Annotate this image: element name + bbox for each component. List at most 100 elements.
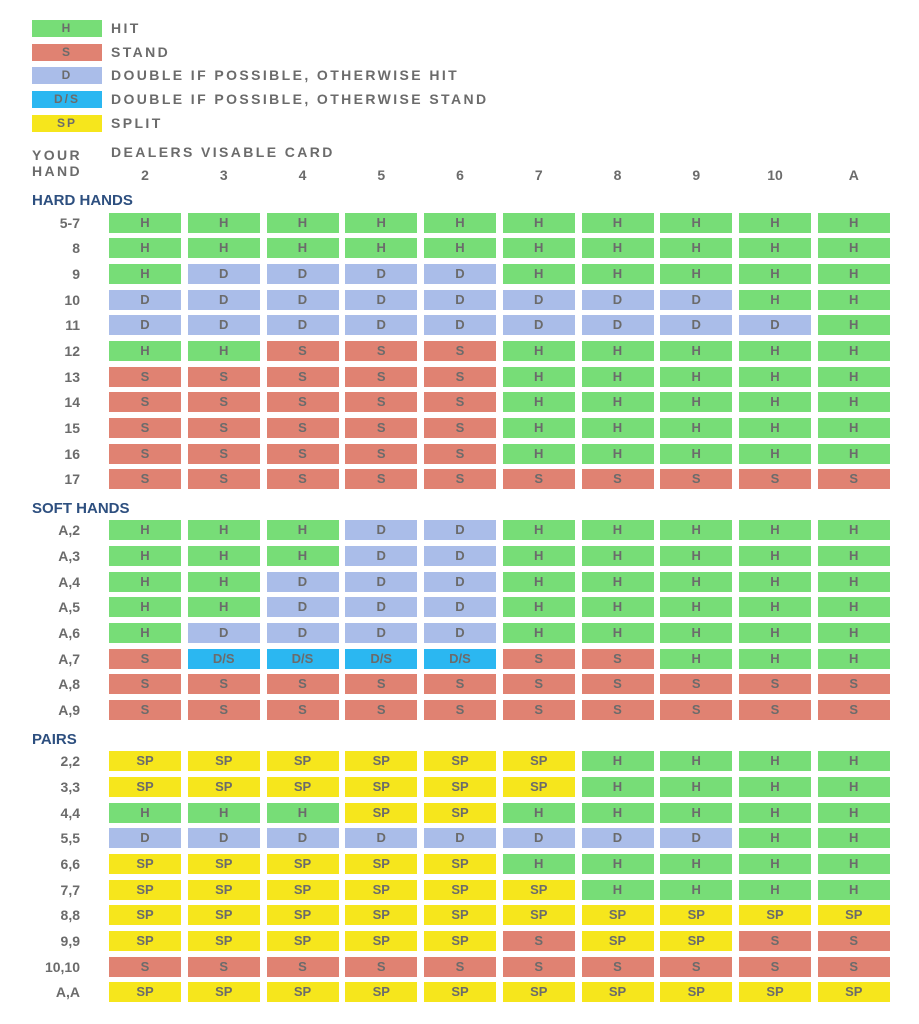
- cell-sp: SP: [581, 982, 654, 1003]
- cell-h: H: [266, 238, 339, 259]
- cell-h: H: [660, 340, 733, 361]
- cell-h: H: [739, 417, 811, 438]
- cell-h: H: [266, 802, 339, 823]
- cell-s: S: [109, 417, 181, 438]
- cell-d: D: [345, 546, 418, 567]
- cell-s: S: [660, 674, 733, 695]
- cell-sp: SP: [187, 982, 260, 1003]
- cell-h: H: [187, 597, 260, 618]
- cell-sp: SP: [817, 905, 890, 926]
- cell-d: D: [424, 623, 496, 644]
- cell-h: H: [502, 623, 575, 644]
- cell-sp: SP: [345, 853, 418, 874]
- cell-h: H: [502, 443, 575, 464]
- cell-h: H: [109, 571, 181, 592]
- cell-d: D: [424, 520, 496, 541]
- cell-sp: SP: [109, 930, 181, 951]
- cell-sp: SP: [266, 751, 339, 772]
- cell-h: H: [739, 776, 811, 797]
- cell-s: S: [424, 443, 496, 464]
- cell-h: H: [502, 392, 575, 413]
- cell-sp: SP: [266, 879, 339, 900]
- row-label: 8,8: [60, 907, 80, 924]
- cell-h: H: [660, 571, 733, 592]
- cell-d: D: [266, 263, 339, 284]
- cell-h: H: [817, 263, 890, 284]
- row-label: 2,2: [60, 753, 80, 770]
- cell-h: H: [817, 776, 890, 797]
- legend-label-s: STAND: [111, 43, 171, 60]
- cell-s: S: [739, 930, 811, 951]
- cell-s: S: [187, 366, 260, 387]
- cell-h: H: [660, 238, 733, 259]
- cell-s: S: [581, 674, 654, 695]
- cell-h: H: [660, 520, 733, 541]
- cell-s: S: [502, 930, 575, 951]
- cell-d: D: [581, 828, 654, 849]
- cell-s: S: [345, 392, 418, 413]
- cell-h: H: [817, 417, 890, 438]
- cell-d: D: [266, 623, 339, 644]
- cell-d: D: [266, 571, 339, 592]
- cell-sp: SP: [187, 930, 260, 951]
- legend-label-sp: SPLIT: [111, 114, 163, 131]
- column-header-8: 8: [613, 167, 622, 183]
- cell-h: H: [581, 623, 654, 644]
- row-label: 14: [64, 394, 80, 411]
- cell-h: H: [660, 263, 733, 284]
- cell-h: H: [581, 751, 654, 772]
- cell-h: H: [581, 853, 654, 874]
- cell-d: D: [345, 597, 418, 618]
- cell-h: H: [502, 597, 575, 618]
- cell-h: H: [502, 802, 575, 823]
- cell-sp: SP: [660, 930, 733, 951]
- cell-h: H: [660, 802, 733, 823]
- cell-sp: SP: [660, 982, 733, 1003]
- cell-h: H: [817, 546, 890, 567]
- cell-d: D: [187, 315, 260, 336]
- cell-s: S: [266, 956, 339, 977]
- column-header-3: 3: [219, 167, 228, 183]
- cell-d: D: [424, 315, 496, 336]
- cell-h: H: [817, 392, 890, 413]
- cell-d: D: [424, 263, 496, 284]
- cell-h: H: [424, 238, 496, 259]
- cell-d: D: [581, 289, 654, 310]
- cell-s: S: [345, 340, 418, 361]
- cell-h: H: [739, 751, 811, 772]
- cell-d: D: [187, 623, 260, 644]
- cell-d: D: [109, 828, 181, 849]
- cell-h: H: [660, 751, 733, 772]
- cell-h: H: [739, 443, 811, 464]
- cell-s: S: [187, 674, 260, 695]
- cell-s: S: [266, 417, 339, 438]
- cell-h: H: [581, 776, 654, 797]
- cell-h: H: [739, 853, 811, 874]
- cell-s: S: [424, 340, 496, 361]
- cell-h: H: [817, 751, 890, 772]
- cell-h: H: [817, 648, 890, 669]
- cell-d: D: [345, 571, 418, 592]
- cell-sp: SP: [266, 982, 339, 1003]
- cell-sp: SP: [502, 879, 575, 900]
- legend-swatch-s: S: [32, 43, 102, 61]
- cell-s: S: [424, 674, 496, 695]
- cell-s: S: [187, 469, 260, 490]
- cell-h: H: [817, 238, 890, 259]
- cell-s: S: [345, 700, 418, 720]
- cell-s: S: [424, 417, 496, 438]
- column-header-6: 6: [456, 167, 464, 183]
- cell-h: H: [109, 597, 181, 618]
- cell-s: S: [109, 392, 181, 413]
- cell-h: H: [424, 212, 496, 233]
- row-label: 11: [65, 317, 80, 334]
- cell-s: S: [739, 956, 811, 977]
- cell-sp: SP: [109, 776, 181, 797]
- cell-d: D: [345, 623, 418, 644]
- cell-sp: SP: [266, 776, 339, 797]
- cell-sp: SP: [817, 982, 890, 1003]
- cell-d: D: [345, 315, 418, 336]
- cell-s: S: [345, 469, 418, 490]
- cell-h: H: [502, 212, 575, 233]
